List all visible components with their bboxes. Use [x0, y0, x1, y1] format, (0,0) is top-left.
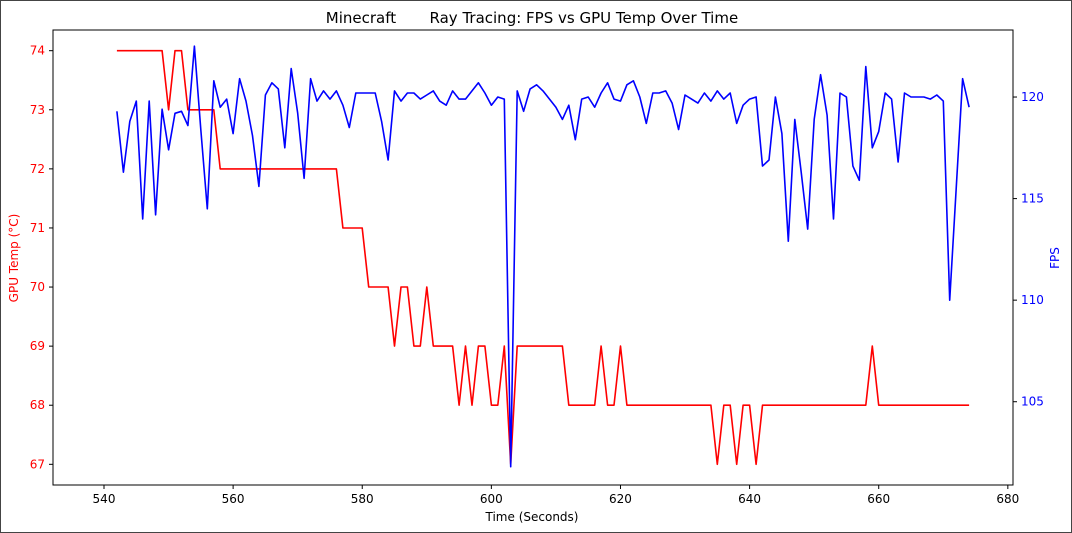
temp-line [116, 49, 970, 466]
y-right-tick-label: 115 [1021, 192, 1044, 206]
x-tick-label: 660 [867, 492, 890, 506]
x-tick-label: 640 [738, 492, 761, 506]
y-left-tick-label: 74 [30, 44, 45, 58]
fps-line [116, 45, 970, 468]
x-tick-label: 600 [480, 492, 503, 506]
y-left-tick-label: 73 [30, 103, 45, 117]
y-right-tick-label: 105 [1021, 395, 1044, 409]
axis-ticks: 540 560 580 600 620 640 660 680 67 68 69 70 71 72 73 74… [30, 44, 1044, 506]
y-left-tick-label: 70 [30, 280, 45, 294]
y-right-tick-label: 110 [1021, 293, 1044, 307]
x-tick-label: 560 [222, 492, 245, 506]
y-left-tick-label: 69 [30, 339, 45, 353]
y-axis-label-left: GPU Temp (°C) [7, 214, 21, 303]
series-lines [116, 45, 970, 468]
y-axis-label-right: FPS [1048, 247, 1062, 269]
x-axis-label: Time (Seconds) [485, 510, 579, 524]
y-left-tick-label: 71 [30, 221, 45, 235]
y-left-tick-label: 68 [30, 398, 45, 412]
x-tick-label: 580 [351, 492, 374, 506]
x-tick-label: 680 [996, 492, 1019, 506]
y-left-tick-label: 72 [30, 162, 45, 176]
plot-area-border [52, 29, 1014, 486]
x-tick-label: 620 [609, 492, 632, 506]
y-left-tick-label: 67 [30, 457, 45, 471]
x-tick-label: 540 [93, 492, 116, 506]
chart-title: Minecraft Ray Tracing: FPS vs GPU Temp O… [326, 9, 738, 27]
y-right-tick-label: 120 [1021, 90, 1044, 104]
